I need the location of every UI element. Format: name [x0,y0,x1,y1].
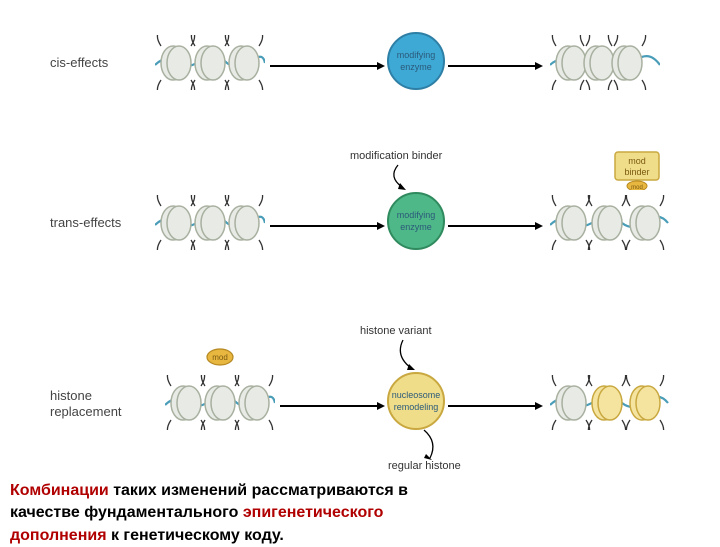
nucleosome-cluster-left-2 [155,195,265,250]
arrow-1a [270,58,385,76]
svg-text:mod: mod [212,353,228,362]
row3-label-a: histone [50,388,92,403]
arrow-3a [280,398,385,416]
row2-label: trans-effects [50,215,121,230]
nucleosome-cluster-left-3 [165,375,275,430]
row1-label: cis-effects [50,55,108,70]
nucleosome-cluster-right-3 [550,375,670,430]
mod-badge-left: mod [205,347,235,372]
modbinder-label: modification binder [350,150,442,162]
svg-text:modifying: modifying [397,50,436,60]
svg-text:modifying: modifying [397,210,436,220]
arrow-3b [448,398,543,416]
svg-text:mod: mod [628,156,646,166]
arrow-2a [270,218,385,236]
caption: Комбинации таких изменений рассматривают… [10,480,710,547]
svg-text:enzyme: enzyme [400,62,432,72]
reghist-label: regular histone [388,460,461,472]
row3-label-b: replacement [50,404,122,419]
nucleosome-cluster-left-1 [155,35,265,90]
svg-text:enzyme: enzyme [400,222,432,232]
enzyme-gold: nucleosome remodeling [385,370,447,437]
enzyme-blue: modifying enzyme [385,30,447,97]
nucleosome-cluster-right-2 [550,195,670,250]
enzyme-green: modifying enzyme [385,190,447,257]
svg-text:binder: binder [624,167,649,177]
svg-text:mod: mod [631,185,643,190]
nucleosome-cluster-right-1 [550,35,660,90]
arrow-1b [448,58,543,76]
svg-text:nucleosome: nucleosome [392,390,441,400]
arrow-2b [448,218,543,236]
svg-text:remodeling: remodeling [394,402,439,412]
modbinder-box: mod binder mod [613,150,661,195]
histonevar-label: histone variant [360,325,432,337]
